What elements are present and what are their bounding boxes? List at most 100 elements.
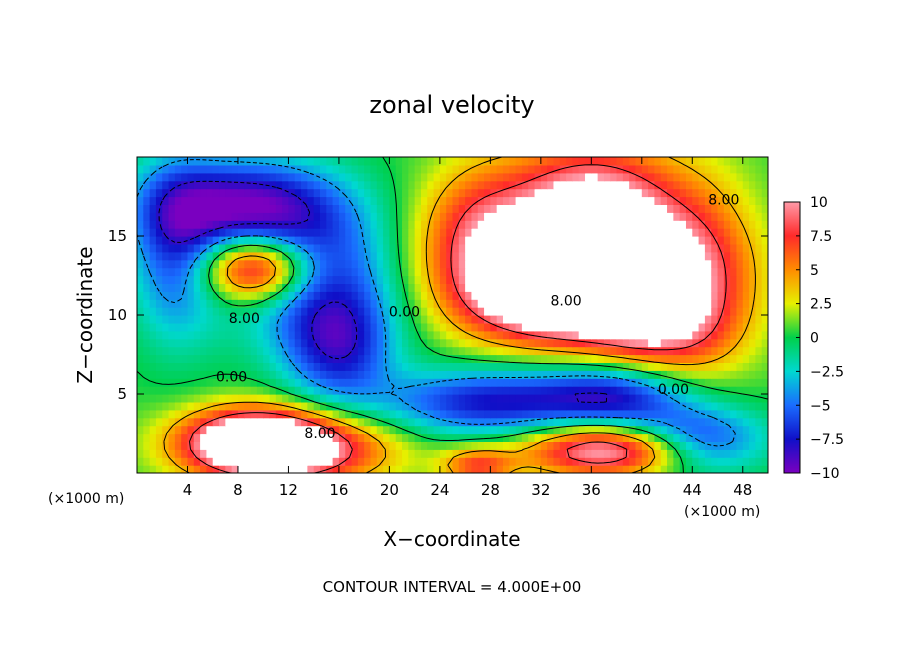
heatmap-cell [319, 378, 327, 387]
heatmap-cell [137, 409, 144, 419]
heatmap-cell [698, 164, 706, 174]
heatmap-cell [275, 362, 283, 371]
heatmap-cell [193, 220, 201, 229]
heatmap-cell [679, 291, 687, 300]
heatmap-cell [433, 291, 441, 300]
heatmap-cell [351, 354, 359, 363]
heatmap-cell [654, 188, 662, 198]
heatmap-cell [654, 378, 662, 387]
heatmap-cell [275, 394, 283, 403]
heatmap-cell [477, 449, 485, 458]
heatmap-cell [446, 370, 454, 379]
heatmap-cell [452, 441, 460, 450]
heatmap-cell [282, 188, 290, 198]
heatmap-cell [200, 378, 208, 387]
heatmap-cell [477, 394, 485, 403]
heatmap-cell [351, 465, 359, 473]
heatmap-cell [521, 204, 529, 213]
heatmap-cell [155, 172, 163, 182]
heatmap-cell [534, 220, 542, 229]
heatmap-cell [591, 322, 599, 332]
heatmap-cell [465, 330, 473, 340]
heatmap-cell [496, 228, 504, 237]
heatmap-cell [187, 449, 195, 458]
heatmap-cell [547, 354, 555, 363]
heatmap-cell [383, 157, 390, 166]
heatmap-cell [749, 307, 756, 316]
heatmap-cell [383, 338, 390, 348]
heatmap-cell [654, 338, 662, 348]
heatmap-cell [427, 267, 435, 277]
heatmap-cell [490, 425, 498, 435]
colorbar-ticks: 107.552.50−2.5−5−7.5−10 [796, 195, 844, 482]
heatmap-cell [250, 180, 258, 190]
heatmap-cell [332, 228, 340, 237]
heatmap-cell [711, 338, 719, 348]
heatmap-cell [660, 180, 668, 190]
heatmap-cell [225, 386, 233, 395]
heatmap-cell [566, 338, 573, 348]
heatmap-cell [345, 346, 353, 356]
heatmap-cell [301, 401, 308, 411]
heatmap-cell [566, 362, 573, 371]
heatmap-cell [559, 188, 567, 198]
heatmap-cell [465, 212, 473, 221]
heatmap-cell [635, 354, 643, 363]
heatmap-cell [610, 220, 618, 229]
heatmap-cell [616, 354, 624, 363]
heatmap-cell [502, 157, 510, 166]
heatmap-cell [761, 236, 768, 245]
heatmap-cell [484, 220, 491, 229]
heatmap-cell [667, 322, 674, 332]
heatmap-cell [256, 196, 264, 205]
heatmap-cell [749, 409, 756, 419]
heatmap-cell [338, 236, 346, 245]
heatmap-cell [269, 275, 277, 284]
heatmap-cell [402, 386, 409, 395]
heatmap-cell [597, 441, 605, 450]
heatmap-cell [237, 291, 245, 300]
heatmap-cell [446, 228, 454, 237]
heatmap-cell [370, 259, 378, 269]
heatmap-cell [477, 172, 485, 182]
heatmap-cell [149, 457, 157, 466]
heatmap-cell [452, 386, 460, 395]
heatmap-cell [301, 283, 308, 292]
heatmap-cell [237, 354, 245, 363]
heatmap-cell [717, 275, 725, 284]
heatmap-cell [698, 228, 706, 237]
heatmap-cell [206, 354, 214, 363]
heatmap-cell [509, 180, 517, 190]
heatmap-cell [490, 283, 498, 292]
heatmap-cell [465, 457, 473, 466]
heatmap-cell [603, 283, 611, 292]
heatmap-cell [143, 164, 151, 174]
heatmap-cell [149, 188, 157, 198]
heatmap-cell [484, 417, 491, 427]
heatmap-cell [509, 251, 517, 261]
heatmap-cell [200, 330, 208, 340]
heatmap-cell [679, 394, 687, 403]
heatmap-cell [155, 417, 163, 427]
heatmap-cell [168, 299, 176, 308]
heatmap-cell [206, 465, 214, 473]
heatmap-cell [616, 196, 624, 205]
heatmap-cell [509, 188, 517, 198]
heatmap-cell [250, 204, 258, 213]
heatmap-cell [402, 188, 409, 198]
heatmap-cell [452, 204, 460, 213]
heatmap-cell [162, 417, 170, 427]
heatmap-cell [622, 386, 630, 395]
heatmap-cell [711, 362, 719, 371]
heatmap-cell [622, 425, 630, 435]
heatmap-cell [667, 275, 674, 284]
heatmap-cell [496, 417, 504, 427]
heatmap-cell [155, 441, 163, 450]
heatmap-cell [149, 346, 157, 356]
heatmap-cell [736, 386, 744, 395]
heatmap-cell [332, 307, 340, 316]
heatmap-cell [408, 465, 416, 473]
heatmap-cell [521, 425, 529, 435]
heatmap-cell [206, 425, 214, 435]
y-axis-label: Z−coordinate [73, 246, 97, 383]
